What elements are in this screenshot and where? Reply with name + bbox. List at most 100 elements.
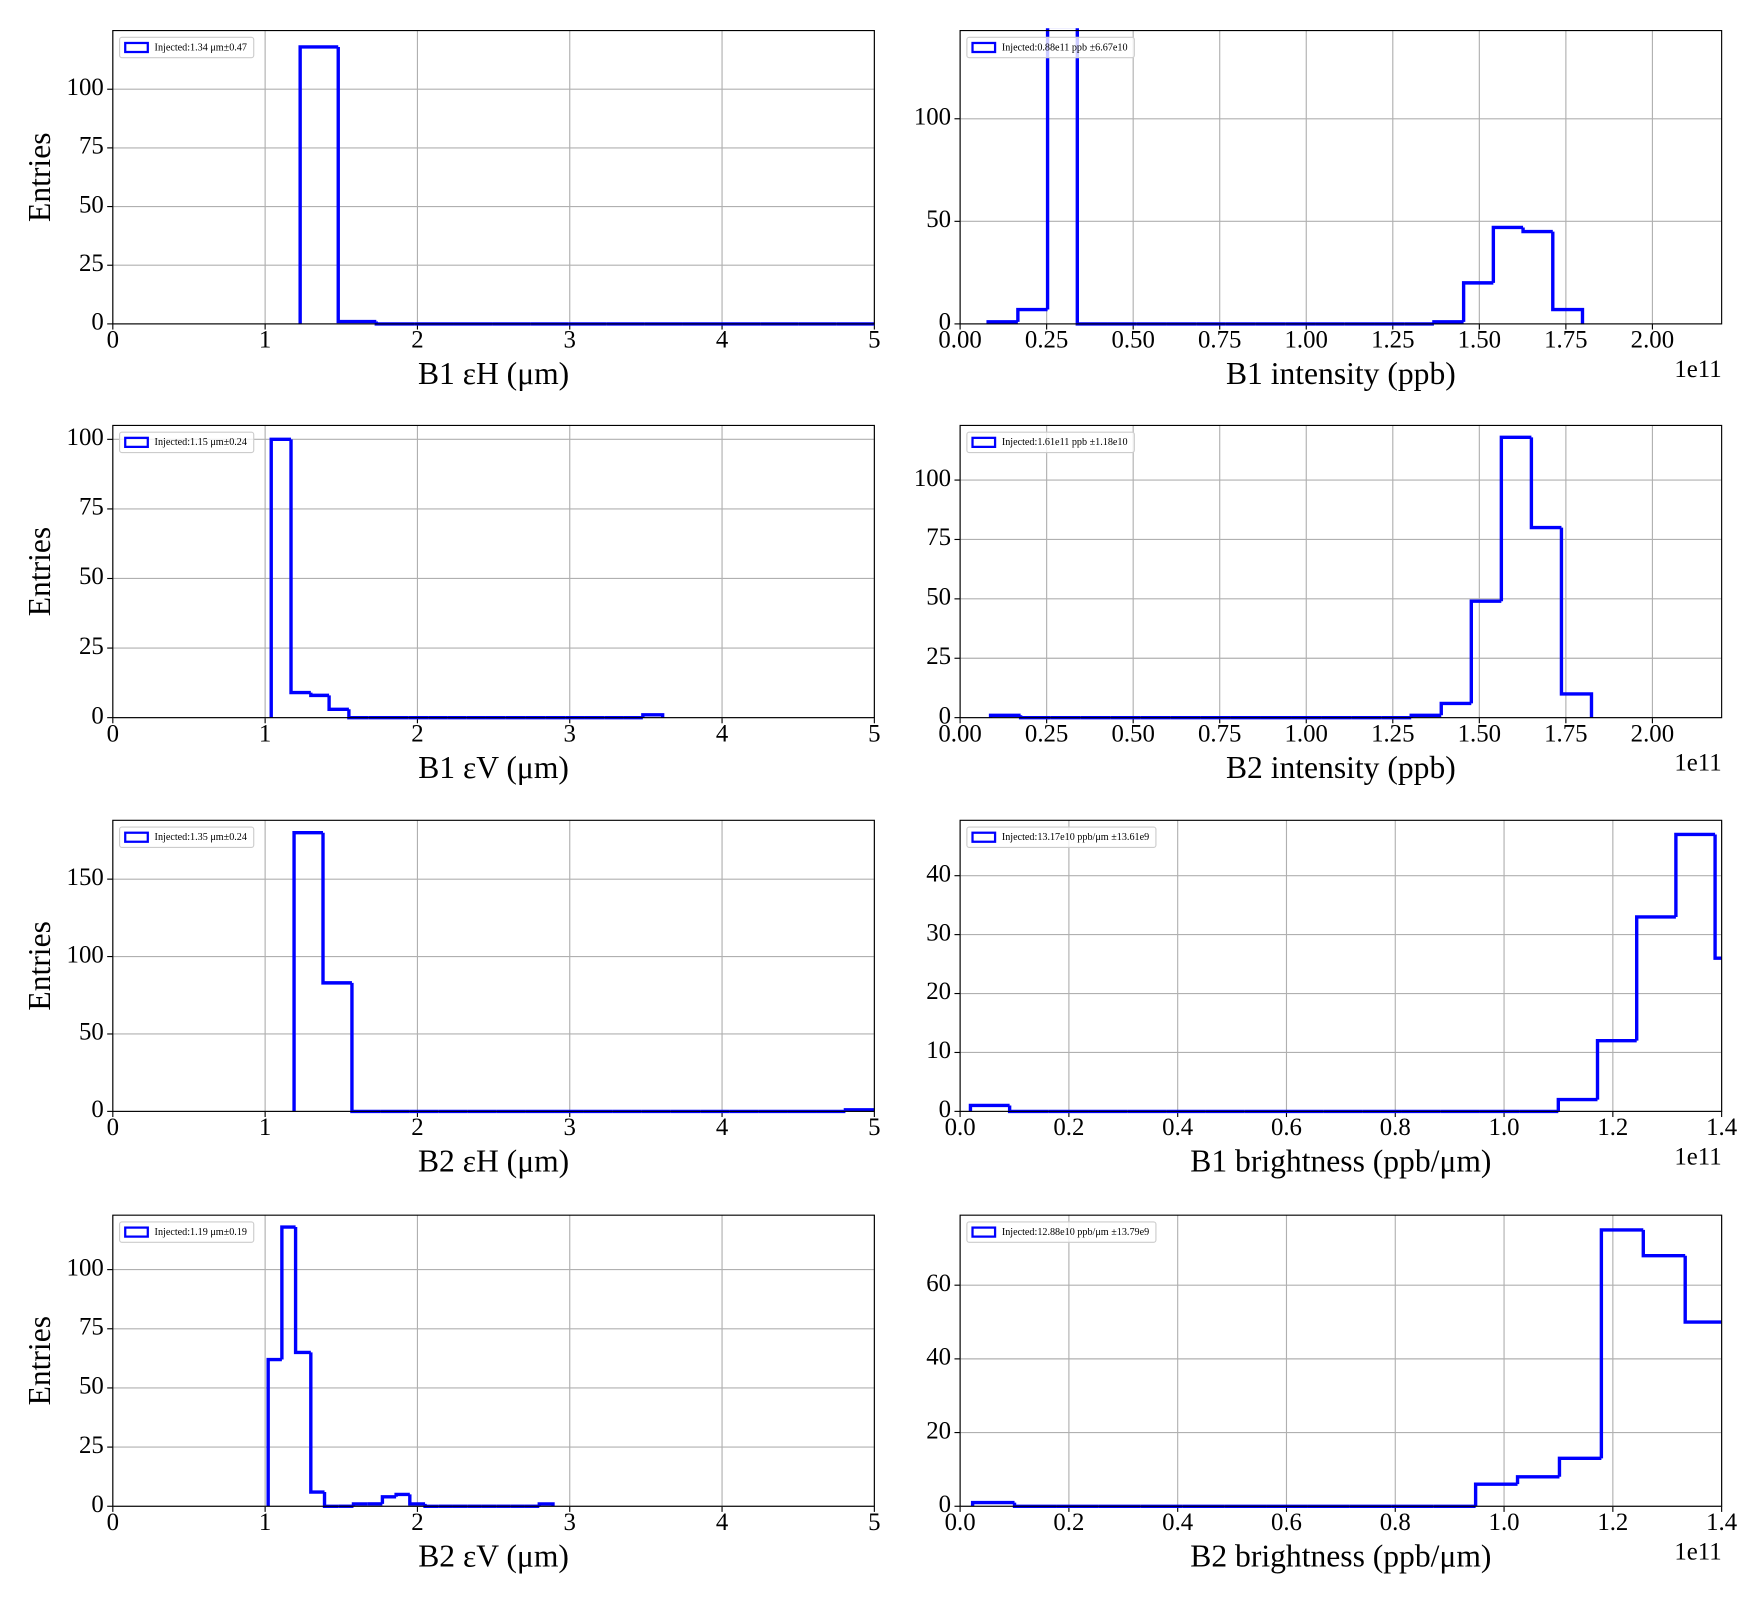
- y-tick-label: 25: [79, 633, 104, 660]
- x-tick-label: 0.0: [945, 1509, 976, 1536]
- histogram-bin: [1557, 1456, 1602, 1477]
- x-tick-label: 1: [259, 1114, 271, 1141]
- histogram-bin: [309, 692, 330, 698]
- histogram-bin: [1515, 1475, 1560, 1485]
- x-tick-label: 1.75: [1544, 720, 1587, 747]
- y-tick-label: 40: [926, 1344, 951, 1371]
- histogram: [298, 45, 875, 326]
- x-tick-label: 2.00: [1631, 327, 1674, 354]
- y-tick-label: 100: [67, 74, 104, 101]
- histogram-bin: [843, 1108, 875, 1112]
- histogram-bin: [322, 1492, 339, 1508]
- legend-label: Injected:1.34 μm±0.47: [155, 42, 247, 53]
- histogram-bin: [1595, 1038, 1637, 1100]
- legend-swatch: [971, 1226, 997, 1238]
- x-tick-label: 1: [259, 720, 271, 747]
- histogram-bin: [1491, 225, 1524, 283]
- x-tick-label: 3: [564, 1509, 576, 1536]
- y-tick-label: 0: [939, 702, 951, 729]
- legend-label: Injected:1.35 μm±0.24: [155, 832, 247, 843]
- x-tick-label: 1.2: [1597, 1509, 1628, 1536]
- histogram-bin: [986, 320, 1018, 324]
- axes-frame: [959, 1214, 1723, 1507]
- x-tick-label: 1.75: [1544, 327, 1587, 354]
- axes-frame: [959, 819, 1723, 1112]
- x-tick-label: 0.4: [1162, 1114, 1194, 1141]
- histogram-bin: [1409, 713, 1442, 718]
- x-tick-label: 1.25: [1371, 720, 1414, 747]
- histogram-bin: [1551, 231, 1585, 324]
- x-tick-label: 5: [868, 720, 880, 747]
- axes-frame: [112, 424, 875, 719]
- x-tick-label: 0.25: [1025, 720, 1068, 747]
- y-tick-label: 0: [91, 309, 103, 336]
- histogram-bin: [298, 45, 339, 324]
- legend-swatch: [971, 41, 997, 54]
- y-tick-label: 75: [79, 494, 104, 521]
- histogram-bin: [1521, 227, 1553, 234]
- y-axis-label: Entries: [22, 1316, 57, 1405]
- histogram-bin: [1713, 834, 1722, 960]
- x-tick-label: 3: [564, 327, 576, 354]
- x-tick-label: 1: [259, 327, 271, 354]
- y-tick-label: 75: [79, 133, 104, 160]
- x-tick-label: 0.4: [1162, 1509, 1194, 1536]
- x-tick-label: 4: [716, 1114, 729, 1141]
- histogram-bin: [347, 709, 369, 720]
- subplot: 0.00 0.25 0.50 0.75 1.00 1.25 1.50 1.75 2.00 0 25 5…: [914, 424, 1723, 785]
- legend-label: Injected:1.19 μm±0.19: [155, 1227, 247, 1238]
- y-tick-label: 100: [67, 941, 104, 968]
- x-tick-label: 1.25: [1371, 327, 1414, 354]
- y-tick-label: 0: [939, 309, 951, 336]
- x-tick-label: 0: [107, 1509, 119, 1536]
- y-tick-label: 75: [926, 524, 951, 551]
- histogram-bin: [1016, 307, 1048, 322]
- histogram-bin: [1432, 320, 1464, 324]
- subplot: 0.0 0.2 0.4 0.6 0.8 1.0 1.2 1.4 0 10 20 30 40 B1 brig…: [926, 819, 1738, 1179]
- legend-label: Injected:1.61e11 ppb ±1.18e10: [1002, 437, 1128, 448]
- histogram-bin: [1556, 1097, 1598, 1112]
- legend-box: [119, 826, 255, 848]
- histogram-bin: [537, 1502, 555, 1507]
- y-axis-label: Entries: [22, 921, 57, 1010]
- axes-frame: [959, 30, 1723, 325]
- subplot: 0.0 0.2 0.4 0.6 0.8 1.0 1.2 1.4 0 20 40 60 B2 bright…: [926, 1214, 1738, 1574]
- y-tick-label: 50: [79, 1373, 104, 1400]
- x-axis-label: B1 intensity (ppb): [1226, 356, 1456, 391]
- axis-offset-text: 1e11: [1674, 356, 1721, 383]
- y-tick-label: 50: [926, 584, 951, 611]
- y-tick-label: 0: [939, 1096, 951, 1123]
- x-tick-label: 0.50: [1111, 720, 1154, 747]
- y-tick-label: 0: [91, 702, 103, 729]
- legend-swatch: [124, 41, 149, 54]
- histogram-bin: [1683, 1255, 1722, 1324]
- legend-box: [966, 826, 1157, 848]
- x-tick-label: 1.50: [1458, 720, 1501, 747]
- y-tick-label: 20: [926, 978, 951, 1005]
- histogram: [970, 1228, 1722, 1508]
- x-tick-label: 2: [411, 1509, 423, 1536]
- y-tick-label: 10: [926, 1037, 951, 1064]
- y-tick-label: 25: [79, 1432, 104, 1459]
- x-tick-label: 3: [564, 1114, 576, 1141]
- x-tick-label: 0.50: [1111, 327, 1154, 354]
- legend-box: [966, 36, 1135, 59]
- legend-label: Injected:12.88e10 ppb/μm ±13.79e9: [1002, 1227, 1149, 1238]
- legend-label: Injected:1.15 μm±0.24: [155, 437, 247, 448]
- histogram: [266, 1225, 555, 1508]
- histogram-bin: [336, 46, 377, 324]
- histogram-bin: [1635, 915, 1676, 1041]
- x-tick-label: 4: [716, 1509, 729, 1536]
- legend-swatch: [971, 831, 997, 843]
- histogram-bin: [280, 1225, 296, 1360]
- histogram-bin: [1469, 599, 1502, 704]
- histogram-bin: [289, 439, 311, 695]
- x-tick-label: 0.25: [1025, 327, 1068, 354]
- histogram: [986, 28, 1585, 326]
- x-tick-label: 0.2: [1053, 1509, 1084, 1536]
- histogram-bin: [292, 831, 324, 1112]
